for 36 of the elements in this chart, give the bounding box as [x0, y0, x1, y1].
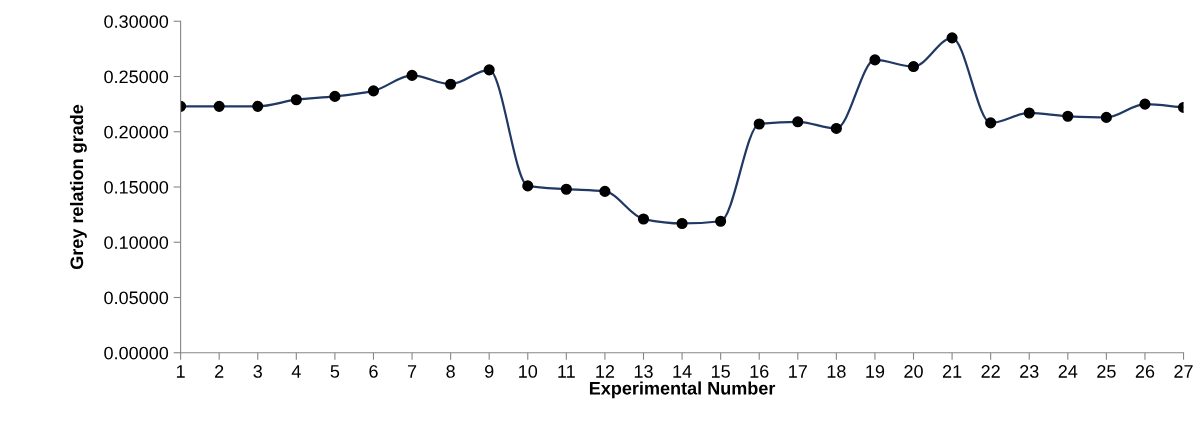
x-axis-title: Experimental Number — [589, 381, 776, 399]
x-tick-label: 9 — [485, 365, 494, 378]
x-tick-label: 5 — [330, 365, 340, 378]
x-tick-label: 20 — [904, 365, 923, 378]
x-tick-label: 4 — [291, 365, 301, 378]
x-tick-label: 26 — [1135, 365, 1155, 378]
x-tick-label: 23 — [1020, 365, 1039, 378]
x-tick-label: 17 — [789, 365, 807, 378]
y-tick-label: 0.15000 — [104, 180, 169, 194]
x-tick-label: 6 — [369, 365, 378, 378]
x-tick-label: 15 — [711, 365, 730, 378]
x-tick-label: 14 — [673, 365, 692, 378]
y-tick-label: 0.05000 — [104, 291, 169, 305]
x-tick-label: 3 — [253, 365, 262, 378]
x-tick-label: 22 — [981, 365, 1000, 378]
x-tick-label: 25 — [1097, 365, 1116, 378]
x-tick-label: 19 — [866, 365, 885, 378]
x-tick-label: 18 — [827, 365, 846, 378]
y-tick-label: 0.20000 — [104, 125, 169, 139]
x-tick-label: 7 — [407, 365, 417, 378]
x-tick-label: 1 — [176, 365, 185, 378]
y-tick-label: 0.25000 — [104, 70, 169, 84]
y-tick-label: 0.10000 — [104, 236, 169, 249]
x-tick-label: 24 — [1058, 365, 1078, 378]
x-tick-label: 2 — [215, 365, 224, 378]
x-tick-label: 13 — [634, 365, 653, 378]
x-tick-label: 11 — [558, 365, 575, 378]
y-tick-label: 0.00000 — [104, 346, 169, 360]
x-tick-label: 12 — [596, 365, 615, 378]
y-axis-title: Grey relation grade — [69, 104, 87, 270]
y-tick-label: 0.30000 — [104, 15, 169, 28]
x-tick-label: 8 — [446, 365, 455, 378]
x-tick-label: 16 — [750, 365, 769, 378]
x-tick-label: 27 — [1174, 365, 1193, 378]
x-tick-label: 21 — [942, 365, 962, 378]
x-tick-label: 10 — [519, 365, 538, 378]
